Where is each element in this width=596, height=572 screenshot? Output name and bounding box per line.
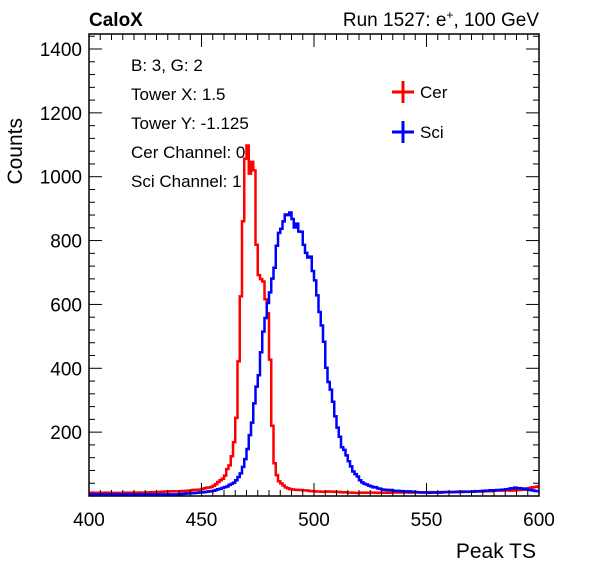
info-line: Tower X: 1.5	[131, 85, 226, 104]
x-tick-label: 550	[411, 510, 443, 531]
info-line: Sci Channel: 1	[131, 172, 242, 191]
info-line: Cer Channel: 0	[131, 143, 245, 162]
legend-label-cer: Cer	[420, 83, 448, 102]
x-tick-label: 500	[298, 510, 330, 531]
y-axis-title: Counts	[4, 118, 27, 185]
series-layer	[89, 144, 539, 496]
legend-item-cer: Cer	[392, 81, 448, 103]
y-tick-label: 200	[50, 423, 82, 444]
x-tick-label: 600	[523, 510, 555, 531]
series-cer-line	[89, 144, 539, 495]
y-tick-label: 800	[50, 232, 82, 253]
x-tick-label: 400	[73, 510, 105, 531]
y-tick-label: 400	[50, 359, 82, 380]
y-tick-label: 600	[50, 295, 82, 316]
y-tick-label: 1200	[40, 104, 82, 125]
legend: Cer Sci	[392, 81, 448, 143]
info-line: Tower Y: -1.125	[131, 114, 249, 133]
y-tick-label: 1400	[40, 40, 82, 61]
info-box: B: 3, G: 2 Tower X: 1.5 Tower Y: -1.125 …	[131, 56, 249, 191]
x-tick-label: 450	[186, 510, 218, 531]
y-tick-label: 1000	[40, 168, 82, 189]
tick-layer: 400 450 500 550 600 200 400 600 800 1000 1200 1400	[40, 34, 555, 531]
experiment-label: CaloX	[89, 10, 143, 31]
legend-item-sci: Sci	[392, 121, 444, 143]
x-axis-title: Peak TS	[456, 540, 536, 563]
series-sci-line	[89, 211, 539, 496]
legend-label-sci: Sci	[420, 123, 444, 142]
info-line: B: 3, G: 2	[131, 56, 203, 75]
run-label: Run 1527: e+, 100 GeV	[343, 8, 539, 31]
